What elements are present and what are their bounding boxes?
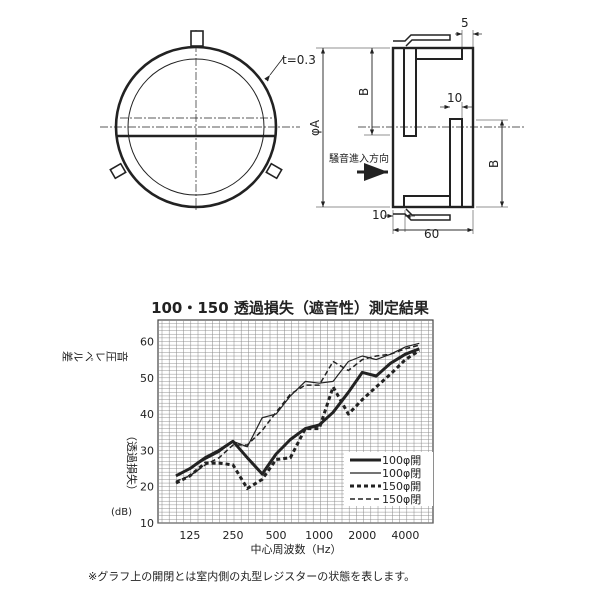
x-tick-label: 500 [266,529,287,542]
series-line [175,347,420,478]
chart-title: 100・150 透過損失（遮音性）測定結果 [151,299,430,317]
x-tick-label: 1000 [305,529,333,542]
y-tick-label: 20 [140,481,154,494]
dim-b-upper-label: B [357,88,371,96]
legend-label: 150φ閉 [382,493,421,506]
x-axis-label: 中心周波数（Hz） [250,543,341,556]
legend-label: 100φ閉 [382,467,421,480]
y-tick-label: 40 [140,408,154,421]
y-tick-label: 60 [140,336,154,349]
dim-phi-a-label: φA [308,119,322,136]
footnote: ※グラフ上の開閉とは室内側の丸型レジスターの状態を表します。 [88,569,415,583]
thickness-label: t=0.3 [282,53,316,67]
dim-5-label: 5 [461,16,469,30]
y-axis-label-paren: （透過損失） [125,430,139,496]
dim-60-label: 60 [424,227,439,241]
y-tick-label: 10 [140,517,154,530]
x-tick-label: 250 [222,529,243,542]
legend-label: 150φ開 [382,480,421,493]
x-tick-label: 125 [179,529,200,542]
series-line [175,349,421,490]
y-tick-label: 30 [140,444,154,457]
y-axis-label-main: 音圧レベル差 [62,350,129,363]
legend-label: 100φ開 [382,454,421,467]
series-line [175,342,420,477]
y-axis-label-unit: (dB) [111,507,132,518]
y-tick-label: 50 [140,372,154,385]
side-view [316,30,526,234]
series-line [175,344,420,482]
x-tick-label: 2000 [348,529,376,542]
x-tick-label: 4000 [391,529,419,542]
dim-10-top-label: 10 [447,91,462,105]
noise-direction-label: 騒音進入方向 [329,152,389,165]
chart: 10 20 30 40 50 60 125 250 500 1000 2000 4000 100φ開10… [140,319,434,542]
front-view [100,30,300,212]
dim-10-bottom-label: 10 [372,208,387,222]
dim-b-lower-label: B [487,160,501,168]
